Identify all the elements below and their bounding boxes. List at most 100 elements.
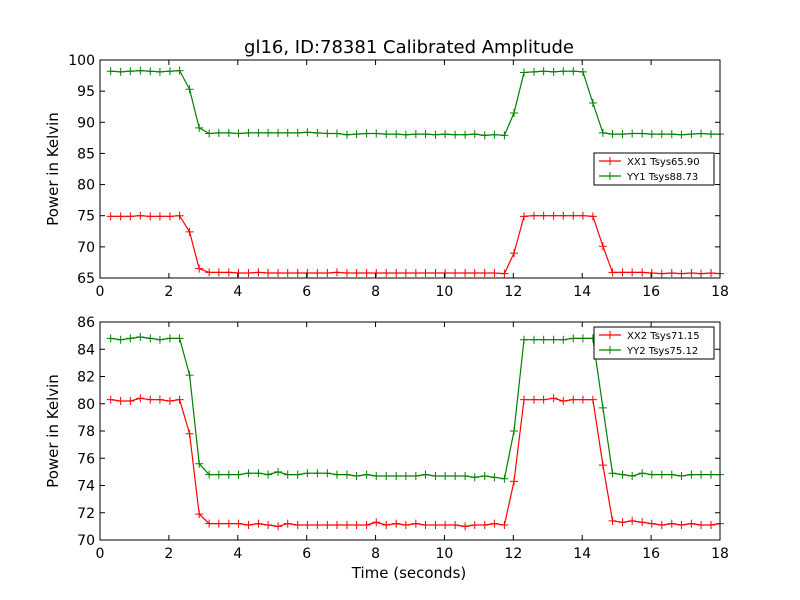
data-point (372, 471, 381, 480)
data-point (224, 519, 233, 528)
data-point (490, 130, 499, 139)
data-point (520, 68, 529, 77)
data-point (234, 129, 243, 138)
data-point (205, 519, 214, 528)
x-tick-label: 10 (436, 284, 454, 300)
y-tick-label: 72 (77, 506, 95, 522)
data-point (470, 130, 479, 139)
data-point (106, 212, 115, 221)
data-point (362, 521, 371, 530)
data-point (116, 212, 125, 221)
data-point (510, 427, 519, 435)
data-point (106, 334, 115, 343)
x-tick-label: 0 (96, 284, 105, 300)
data-point (461, 471, 470, 480)
data-point (274, 467, 283, 476)
data-point (283, 470, 292, 479)
data-point (136, 394, 145, 403)
data-point (352, 471, 361, 480)
data-point (165, 67, 174, 76)
data-point (342, 521, 351, 530)
data-point (421, 130, 430, 139)
data-point (588, 98, 597, 107)
data-point (638, 469, 647, 478)
data-point (539, 395, 548, 404)
data-point (510, 477, 519, 486)
data-point (264, 521, 273, 530)
data-point (362, 470, 371, 479)
data-point (539, 67, 548, 76)
data-point (224, 268, 233, 277)
data-point (205, 470, 214, 479)
data-point (451, 130, 460, 139)
data-point (106, 67, 115, 76)
data-point (165, 397, 174, 406)
data-point (559, 397, 568, 406)
data-point (401, 269, 410, 278)
data-point (667, 269, 676, 278)
data-point (244, 269, 253, 278)
data-point (461, 130, 470, 139)
data-point (618, 130, 627, 139)
bottom-subplot: 0 2 4 6 8 10 12 14 16 18 70 72 74 76 78 80 82 84 86 Power i… (44, 315, 729, 562)
data-point (647, 269, 656, 278)
data-point (175, 395, 184, 404)
data-point (283, 128, 292, 137)
data-point (352, 130, 361, 139)
data-point (510, 108, 519, 117)
data-point (647, 470, 656, 479)
data-point (323, 521, 332, 530)
data-point (598, 128, 607, 137)
data-point (323, 469, 332, 478)
data-point (657, 269, 666, 278)
data-point (618, 518, 627, 527)
data-point (421, 269, 430, 278)
series-line-2-1 (110, 397, 721, 528)
x-tick-label: 2 (164, 284, 173, 300)
data-point (618, 268, 627, 277)
data-point (687, 269, 696, 278)
x-tick-label: 8 (371, 546, 380, 562)
data-point (165, 212, 174, 221)
data-point (146, 395, 155, 404)
data-point (500, 269, 509, 278)
legend-marker (606, 172, 614, 180)
legend: XX2 Tsys71.15 YY2 Tsys75.12 (593, 326, 715, 360)
data-point (244, 521, 253, 530)
data-point (530, 395, 538, 404)
data-point (155, 395, 164, 404)
y-tick-label: 95 (77, 84, 95, 100)
data-point (254, 469, 263, 478)
data-point (136, 332, 145, 341)
plot-frame (99, 59, 721, 279)
data-point (618, 470, 627, 479)
data-point (293, 470, 302, 479)
data-point (185, 227, 194, 236)
data-point (638, 268, 647, 277)
y-tick-label: 70 (77, 240, 95, 256)
data-point (332, 268, 341, 277)
data-point (303, 469, 312, 478)
data-point (283, 519, 292, 528)
y-axis-label: Power in Kelvin (44, 374, 62, 488)
data-point (244, 128, 253, 137)
data-point (175, 211, 184, 220)
data-point (470, 269, 479, 278)
data-point (490, 473, 499, 482)
series-line-1-2 (110, 69, 720, 137)
data-point (539, 335, 548, 344)
data-point (647, 519, 656, 528)
data-point (677, 521, 686, 530)
data-point (185, 371, 194, 380)
data-point (578, 395, 587, 404)
data-point (441, 471, 450, 480)
data-point (214, 268, 223, 277)
y-tick-label: 70 (77, 533, 95, 549)
data-point (401, 471, 410, 480)
data-point (214, 519, 223, 528)
data-point (293, 269, 302, 278)
data-point (451, 269, 460, 278)
y-tick-label: 84 (77, 342, 95, 358)
data-point (372, 269, 381, 278)
